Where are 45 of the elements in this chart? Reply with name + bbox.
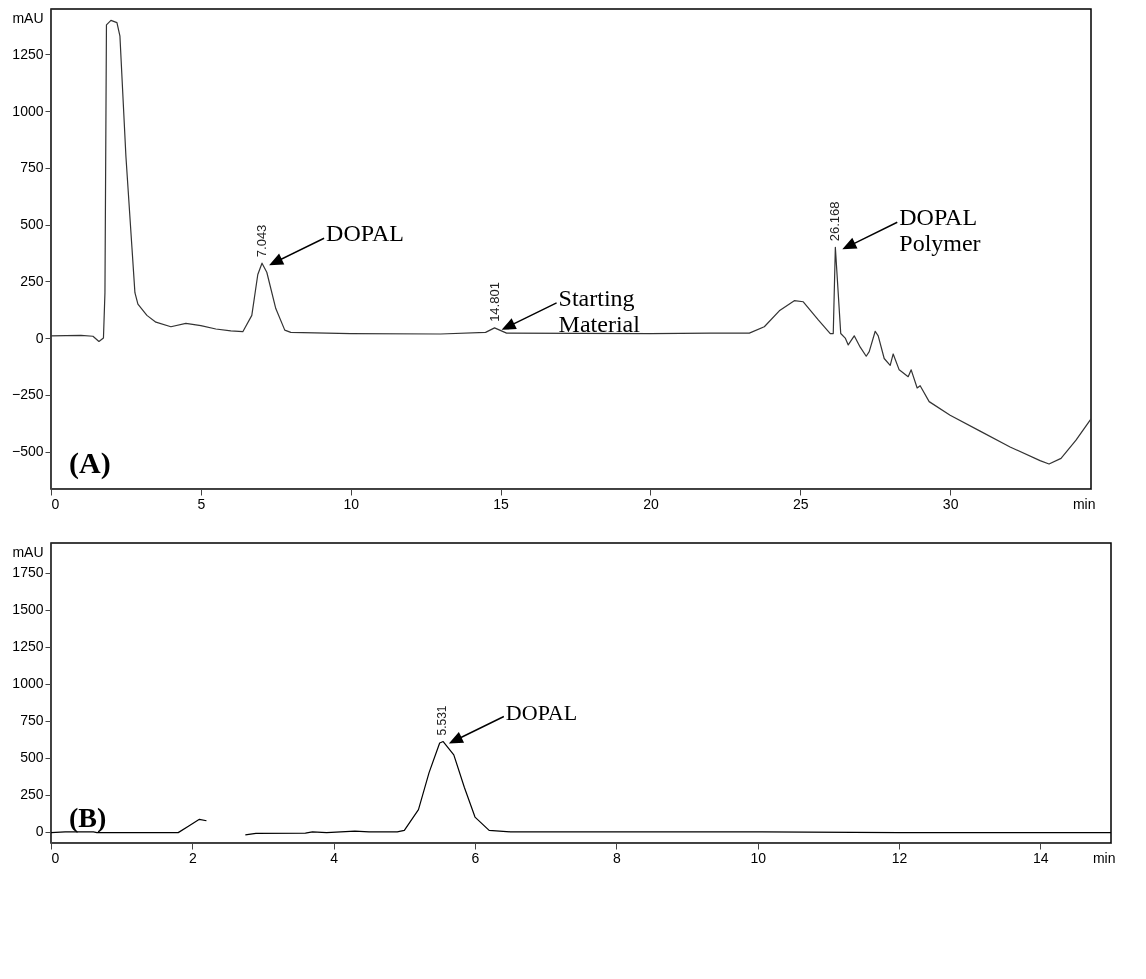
annotation: Starting Material bbox=[558, 284, 641, 337]
y-tick-label: 1000 bbox=[12, 675, 44, 692]
x-axis-title: min bbox=[1072, 495, 1096, 512]
y-tick-label: 250 bbox=[20, 272, 44, 289]
x-tick-label: 4 bbox=[330, 849, 339, 866]
x-tick-label: 5 bbox=[197, 495, 206, 512]
y-tick-label: 500 bbox=[20, 216, 44, 233]
annotation: 7.043 bbox=[254, 224, 270, 258]
annotation: 5.531 bbox=[434, 705, 449, 736]
x-tick-label: 6 bbox=[471, 849, 480, 866]
x-axis-title: min bbox=[1092, 849, 1116, 866]
annotation: (A) bbox=[69, 446, 111, 480]
x-tick-label: 2 bbox=[188, 849, 197, 866]
y-tick-label: 750 bbox=[20, 712, 44, 729]
y-tick-label: 1250 bbox=[12, 638, 44, 655]
y-tick-label: 500 bbox=[20, 749, 44, 766]
annotation: DOPAL Polymer bbox=[899, 204, 981, 257]
y-tick-label: 250 bbox=[20, 786, 44, 803]
x-tick-label: 0 bbox=[51, 849, 60, 866]
y-tick-label: 1250 bbox=[12, 45, 44, 62]
annotation: (B) bbox=[69, 802, 107, 833]
x-tick-label: 15 bbox=[493, 495, 510, 512]
x-tick-label: 12 bbox=[891, 849, 908, 866]
y-axis-title: mAU bbox=[12, 543, 44, 560]
annotation: DOPAL bbox=[505, 699, 578, 725]
x-tick-label: 20 bbox=[643, 495, 659, 512]
annotation: 14.801 bbox=[486, 282, 502, 322]
y-tick-label: 1000 bbox=[12, 102, 44, 119]
x-tick-label: 10 bbox=[343, 495, 360, 512]
y-tick-label: 1500 bbox=[12, 601, 44, 618]
y-axis-title: mAU bbox=[12, 9, 44, 26]
x-tick-label: 10 bbox=[750, 849, 767, 866]
x-tick-label: 0 bbox=[51, 495, 60, 512]
x-tick-label: 8 bbox=[612, 849, 621, 866]
y-tick-label: 0 bbox=[35, 329, 44, 346]
y-tick-label: 0 bbox=[35, 823, 44, 840]
y-tick-label: 1750 bbox=[12, 564, 44, 581]
y-tick-label: 750 bbox=[20, 159, 44, 176]
annotation: 26.168 bbox=[827, 201, 843, 242]
y-tick-label: −500 bbox=[11, 443, 44, 460]
x-tick-label: 25 bbox=[792, 495, 809, 512]
annotation: DOPAL bbox=[326, 220, 404, 247]
x-tick-label: 14 bbox=[1033, 849, 1049, 866]
y-tick-label: −250 bbox=[11, 386, 44, 403]
x-tick-label: 30 bbox=[942, 495, 959, 512]
